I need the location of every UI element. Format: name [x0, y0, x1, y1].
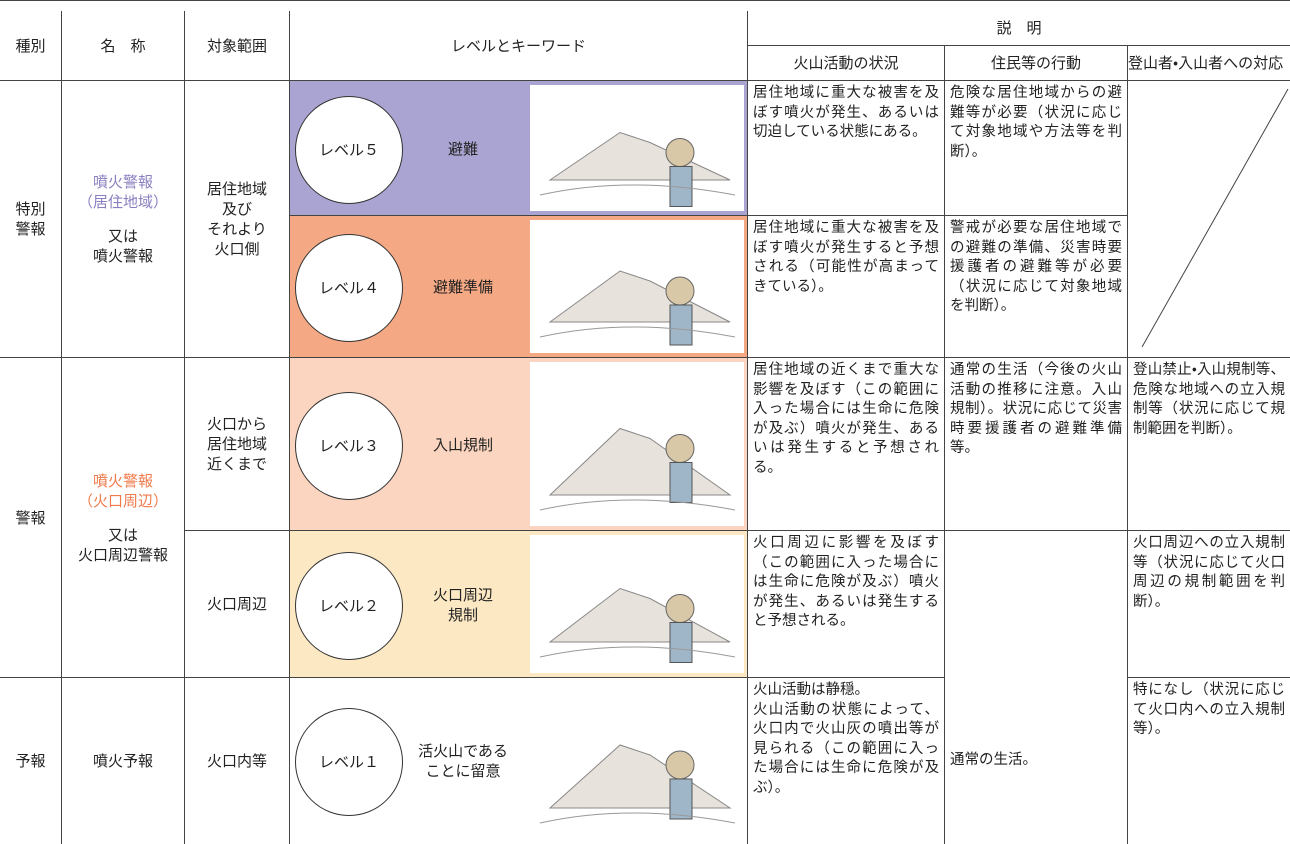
scope-cell: 火口内等 [185, 678, 290, 844]
illustration-art [539, 744, 736, 824]
situation-cell: 居住地域に重大な被害を及ぼす噴火が発生、あるいは切迫している状態にある。 [748, 81, 945, 216]
header-cell: 登山者・入山者への対応 [1128, 46, 1290, 81]
header-cell: 名 称 [62, 11, 185, 81]
climbers-cell: 登山禁止・入山規制等、危険な地域への立入規制等（状況に応じて規制範囲を判断）。 [1128, 358, 1290, 531]
level-circle: レベル２ [295, 551, 403, 660]
illustration-art [539, 587, 736, 663]
name-alt: 又は 噴火警報 [92, 227, 153, 265]
level-cell: レベル５ 避難 [290, 81, 748, 216]
illustration [530, 682, 744, 839]
level-keyword: 火口周辺 規制 [432, 585, 493, 624]
header-cell: 火山活動の状況 [748, 46, 945, 81]
type-cell: 警報 [0, 358, 62, 678]
situation-cell: 火山活動は静穏。 火山活動の状態によって、火口内で火山灰の噴出等が見られる（この… [748, 678, 945, 844]
type-cell: 予報 [0, 678, 62, 844]
scope-cell: 火口周辺 [185, 531, 290, 678]
residents-cell: 危険な居住地域からの避難等が必要（状況に応じて対象地域や方法等を判断）。 [945, 81, 1128, 216]
name-cell: 噴火予報 [62, 678, 185, 844]
situation-cell: 居住地域の近くまで重大な影響を及ぼす（この範囲に入った場合には生命に危険が及ぶ）… [748, 358, 945, 531]
level-keyword: 避難準備 [432, 278, 493, 296]
situation-cell: 居住地域に重大な被害を及ぼす噴火が発生すると予想される（可能性が高まってきている… [748, 216, 945, 358]
level-circle: レベル５ [295, 95, 403, 204]
residents-cell: 通常の生活。 [945, 531, 1128, 844]
name-cell: 噴火警報 （火口周辺） 又は 火口周辺警報 [62, 358, 185, 678]
level-cell: レベル３ 入山規制 [290, 358, 748, 531]
name-alt: 又は 火口周辺警報 [77, 525, 168, 564]
illustration-art [539, 131, 736, 207]
level-keyword: 活火山である ことに留意 [418, 742, 508, 780]
header-cell: 対象範囲 [185, 11, 290, 81]
level-keyword: 入山規制 [432, 435, 493, 454]
scope-cell: 火口から 居住地域 近くまで [185, 358, 290, 531]
climbers-empty-cell [1128, 81, 1290, 358]
illustration [530, 535, 744, 673]
header-cell: 説 明 [748, 11, 1290, 46]
header-cell: レベルとキーワード [290, 11, 748, 81]
header-cell: 種別 [0, 11, 62, 81]
scope-cell: 居住地域 及び それより 火口側 [185, 81, 290, 358]
level-cell: レベル１ 活火山である ことに留意 [290, 678, 748, 844]
climbers-cell: 特になし（状況に応じて火口内への立入規制等）。 [1133, 682, 1285, 737]
level-keyword: 避難 [447, 139, 478, 158]
level-circle: レベル４ [295, 234, 403, 342]
illustration-art [539, 270, 736, 346]
climbers-cell: 火口周辺への立入規制等（状況に応じて火口周辺の規制範囲を判断）。 [1128, 531, 1290, 678]
type-cell: 特別 警報 [0, 81, 62, 358]
residents-cell: 通常の生活（今後の火山活動の推移に注意。入山規制）。状況に応じて災害時要援護者の… [945, 358, 1128, 531]
diagonal [1141, 88, 1289, 348]
name: 噴火警報 （居住地域） [77, 173, 168, 211]
level-cell: レベル４ 避難準備 [290, 216, 748, 358]
name: 噴火警報 （火口周辺） [77, 471, 168, 510]
name-cell: 噴火警報 （居住地域） 又は 噴火警報 [62, 81, 185, 358]
situation-cell: 火口周辺に影響を及ぼす（この範囲に入った場合には生命に危険が及ぶ）噴火が発生、あ… [748, 531, 945, 678]
illustration-art [539, 427, 736, 511]
illustration [530, 220, 744, 353]
level-cell: レベル２ 火口周辺 規制 [290, 531, 748, 678]
level-circle: レベル１ [295, 708, 403, 816]
header-cell: 住民等の行動 [945, 46, 1128, 81]
residents-cell: 警戒が必要な居住地域での避難の準備、災害時要援護者の避難等が必要（状況に応じて対… [945, 216, 1128, 358]
level-circle: レベル３ [295, 391, 403, 500]
illustration [530, 362, 744, 526]
illustration [530, 85, 744, 211]
